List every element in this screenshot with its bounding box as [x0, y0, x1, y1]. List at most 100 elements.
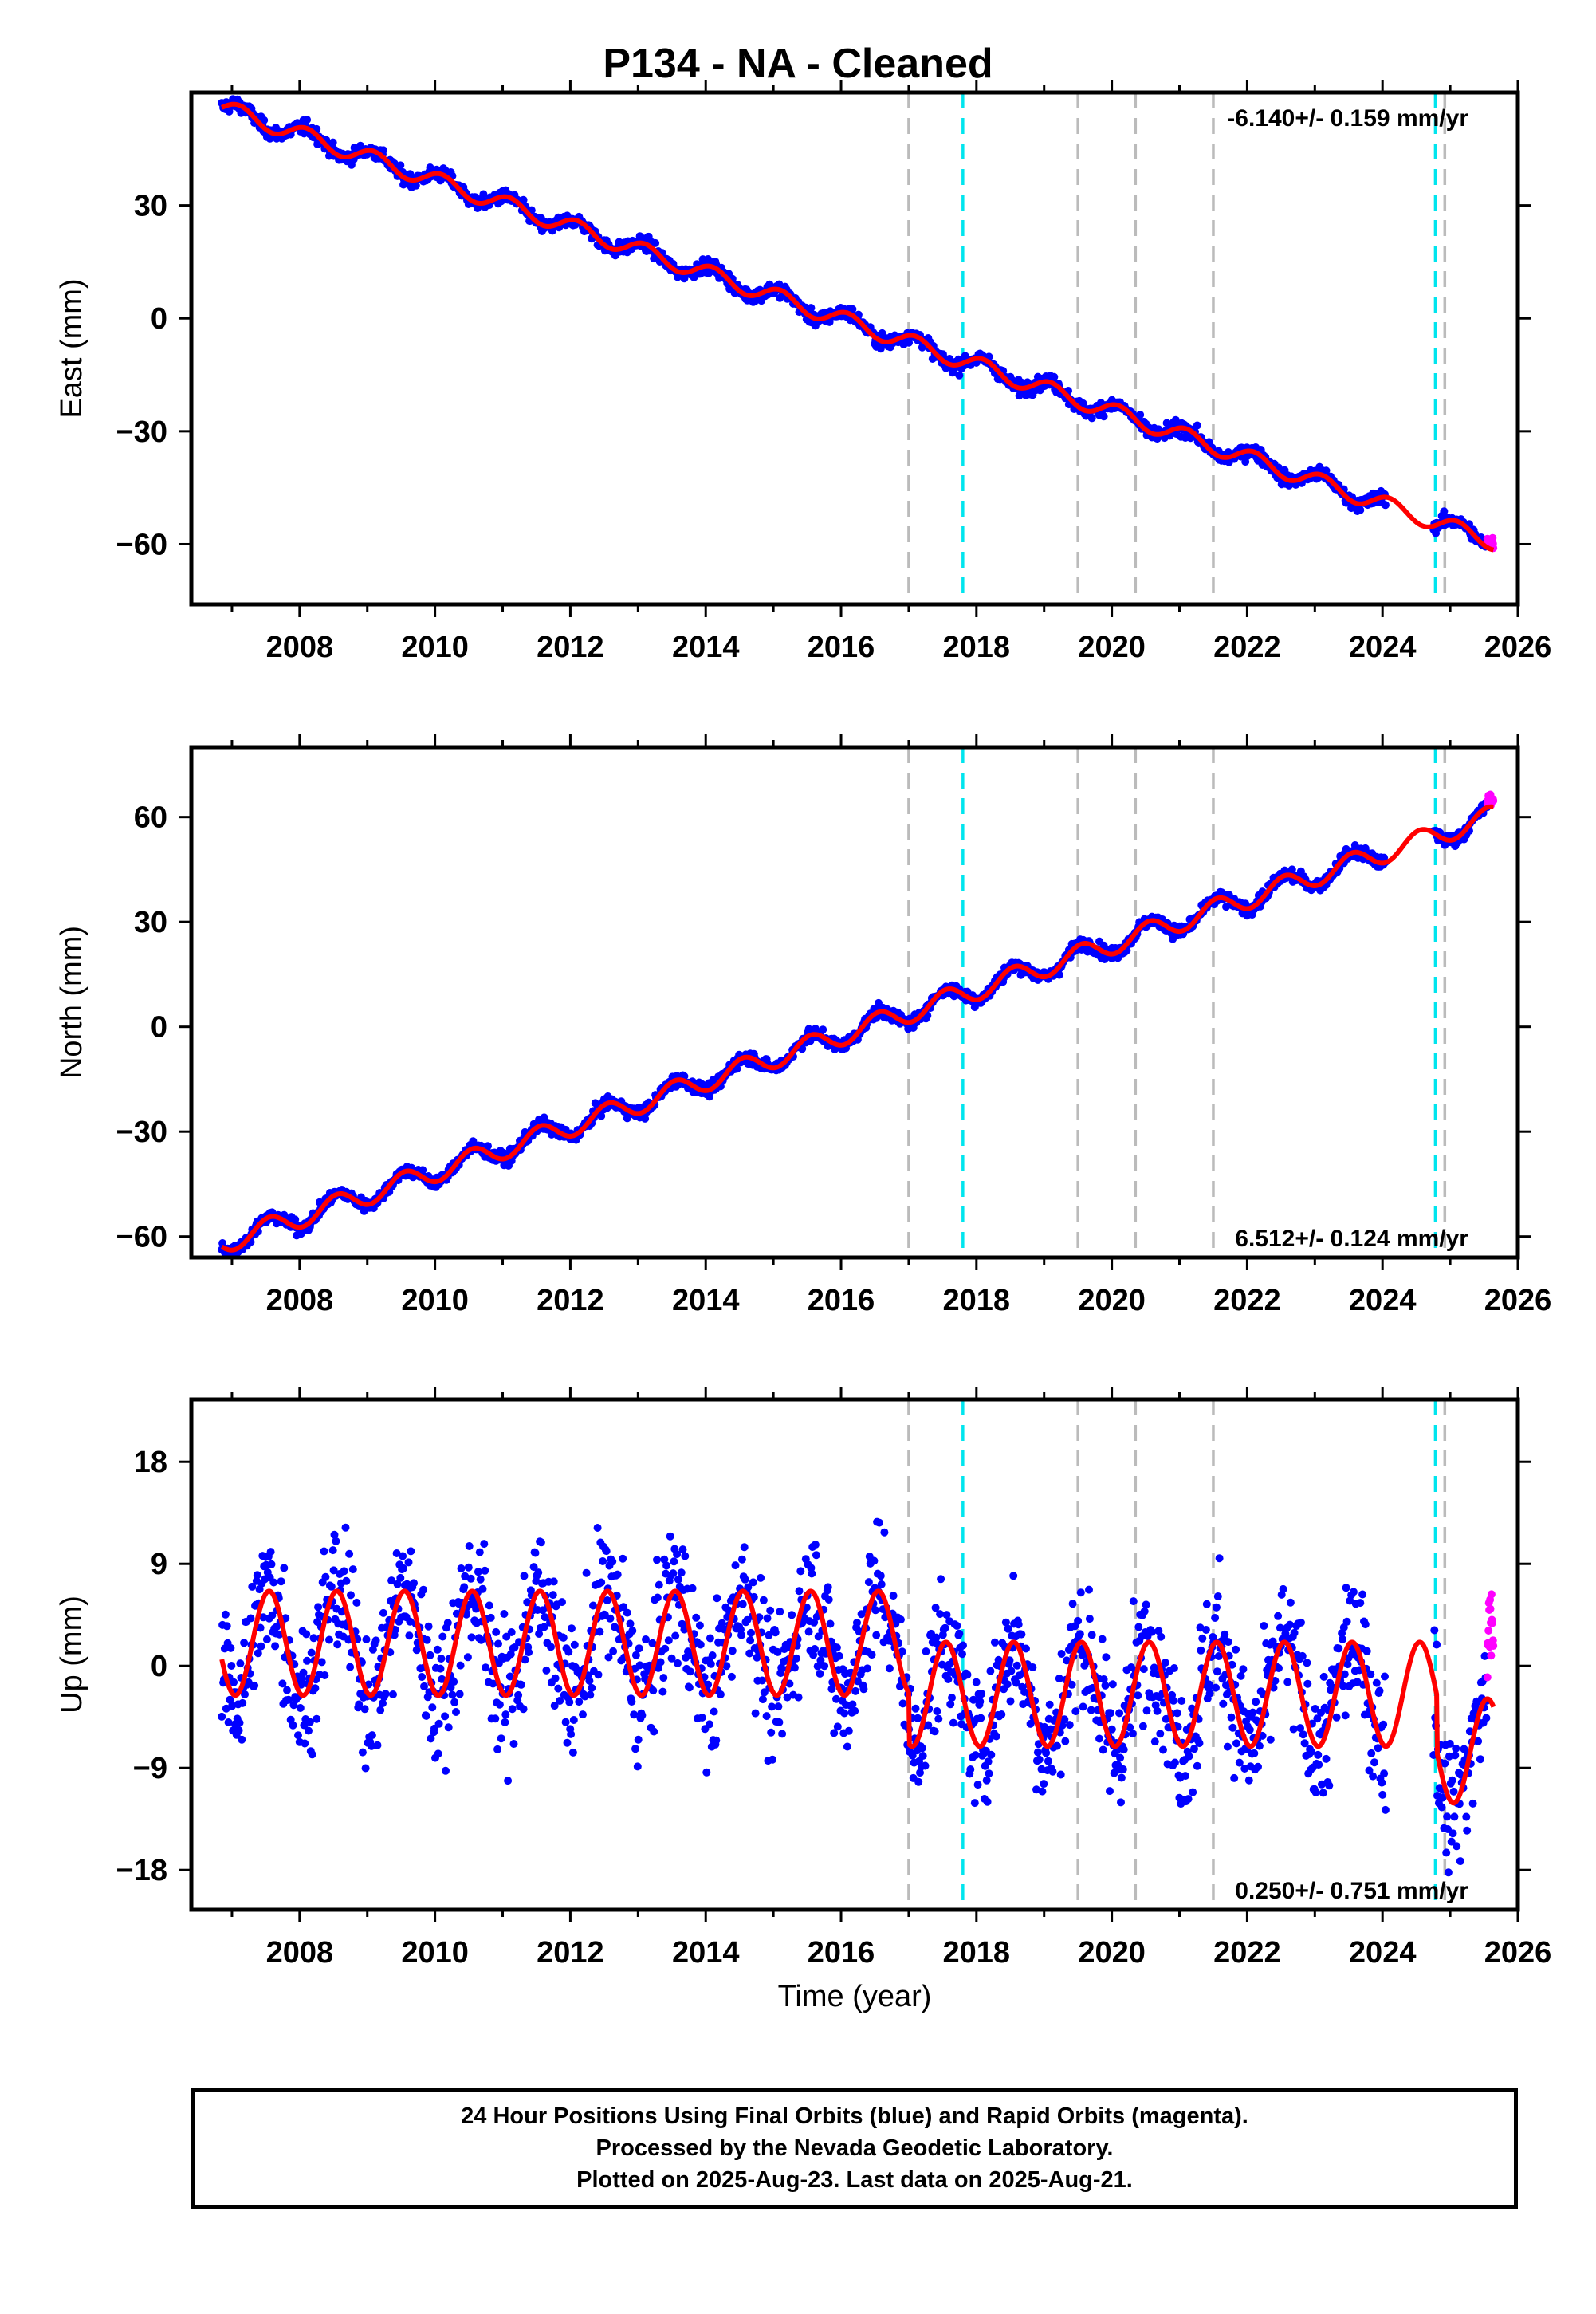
final-orbit-point [731, 1561, 740, 1570]
final-orbit-point [443, 1619, 452, 1627]
final-orbit-point [758, 1695, 767, 1704]
final-orbit-point [1028, 1663, 1037, 1671]
final-orbit-point [492, 1627, 501, 1636]
panel-north: 2008 2010 2012 2014 2016 2018 2020 2022 2024 2026… [55, 734, 1551, 1317]
final-orbit-point [918, 1744, 926, 1753]
final-orbit-point [638, 1711, 647, 1720]
y-tick-label: 0 [151, 1011, 167, 1045]
final-orbit-point [455, 1690, 464, 1698]
final-orbit-point [1014, 1620, 1023, 1629]
final-orbit-point [1227, 1713, 1236, 1722]
x-tick-label: 2026 [1484, 631, 1552, 664]
final-orbit-point [1079, 1702, 1087, 1711]
rate-label: -6.140+/- 0.159 mm/yr [1227, 105, 1468, 132]
final-orbit-point [240, 1639, 249, 1647]
final-orbit-point [235, 1718, 244, 1727]
final-orbit-point [1195, 1739, 1204, 1748]
final-orbit-point [1300, 1739, 1309, 1748]
final-orbit-point [863, 1664, 871, 1673]
final-orbit-point [641, 1114, 650, 1123]
final-orbit-point [769, 1755, 776, 1764]
final-orbit-point [875, 1518, 883, 1527]
final-orbit-point [1289, 1725, 1298, 1734]
final-orbit-point [696, 1640, 705, 1649]
final-orbit-point [1248, 1708, 1257, 1717]
final-orbit-point [1184, 1795, 1193, 1804]
final-orbit-point [500, 1610, 509, 1618]
final-orbit-point [392, 1549, 401, 1557]
final-orbit-point [1115, 1709, 1124, 1718]
final-orbit-point [776, 1608, 784, 1616]
final-orbit-point [529, 1563, 538, 1572]
final-orbit-point [389, 1690, 397, 1698]
model-fit-line [220, 804, 1494, 1253]
final-orbit-point [713, 1594, 721, 1603]
final-orbit-point [710, 1707, 718, 1716]
final-orbit-point [355, 1700, 364, 1709]
final-orbit-point [1142, 1706, 1151, 1715]
final-orbit-point [1134, 1691, 1142, 1700]
final-orbit-point [1139, 1665, 1148, 1674]
final-orbit-point [558, 1598, 566, 1607]
final-orbit-point [1042, 1749, 1051, 1757]
final-orbit-point [519, 195, 528, 204]
final-orbit-point [759, 1596, 768, 1604]
final-orbit-point [1061, 1737, 1070, 1745]
final-orbit-point [551, 1674, 560, 1682]
final-orbit-point [630, 1710, 639, 1719]
final-orbit-point [309, 1634, 318, 1643]
final-orbit-point [937, 1575, 945, 1584]
final-orbit-point [812, 1551, 820, 1560]
final-orbit-point [1161, 1659, 1169, 1667]
final-orbit-point [898, 1699, 907, 1708]
final-orbit-point [1314, 1750, 1323, 1759]
final-orbit-point [792, 1654, 800, 1663]
final-orbit-point [277, 1577, 285, 1586]
final-orbit-point [1319, 1672, 1328, 1681]
final-orbit-point [1252, 1698, 1260, 1706]
final-orbit-point [977, 1690, 986, 1698]
final-orbit-point [602, 1547, 611, 1556]
final-orbit-point [727, 1672, 736, 1681]
final-orbit-point [297, 1675, 306, 1683]
final-orbit-point [633, 1762, 642, 1771]
final-orbit-point [1005, 1656, 1014, 1665]
final-orbit-point [685, 1683, 694, 1692]
final-orbit-point [262, 1635, 271, 1643]
final-orbit-point [1296, 1724, 1304, 1733]
final-orbit-point [508, 1705, 517, 1714]
final-orbit-point [303, 1656, 312, 1665]
final-orbit-point [1040, 1722, 1049, 1731]
final-orbit-point [519, 1705, 528, 1714]
x-tick-label: 2014 [672, 1284, 740, 1317]
final-orbit-point [444, 1723, 453, 1732]
final-orbit-point [1232, 1739, 1240, 1748]
final-orbit-point [1060, 1715, 1069, 1724]
final-orbit-point [832, 1643, 841, 1652]
final-orbit-point [1087, 1631, 1096, 1639]
final-orbit-point [1012, 1678, 1020, 1687]
final-orbit-point [256, 1623, 265, 1632]
final-orbit-point [788, 1611, 796, 1619]
final-orbit-point [1193, 1761, 1201, 1770]
final-orbit-point [329, 1566, 338, 1575]
final-orbit-point [393, 1580, 402, 1588]
final-orbit-point [246, 1614, 255, 1623]
final-orbit-point [448, 1690, 457, 1699]
final-orbit-point [955, 371, 964, 380]
final-orbit-point [976, 1697, 985, 1706]
final-orbit-point [420, 1682, 428, 1690]
final-orbit-point [997, 1710, 1006, 1718]
final-orbit-point [775, 1718, 784, 1726]
final-orbit-point [1322, 1754, 1331, 1763]
final-orbit-point [877, 1580, 886, 1588]
final-orbit-point [953, 1622, 961, 1630]
final-orbit-point [475, 1548, 484, 1556]
final-orbit-point [368, 1731, 376, 1740]
final-orbit-point [1307, 1748, 1315, 1756]
final-orbit-point [1148, 1627, 1156, 1636]
final-orbit-point [1162, 419, 1171, 427]
final-orbit-point [738, 1600, 747, 1608]
final-orbit-point [1126, 1723, 1134, 1732]
final-orbit-point [948, 1694, 956, 1702]
